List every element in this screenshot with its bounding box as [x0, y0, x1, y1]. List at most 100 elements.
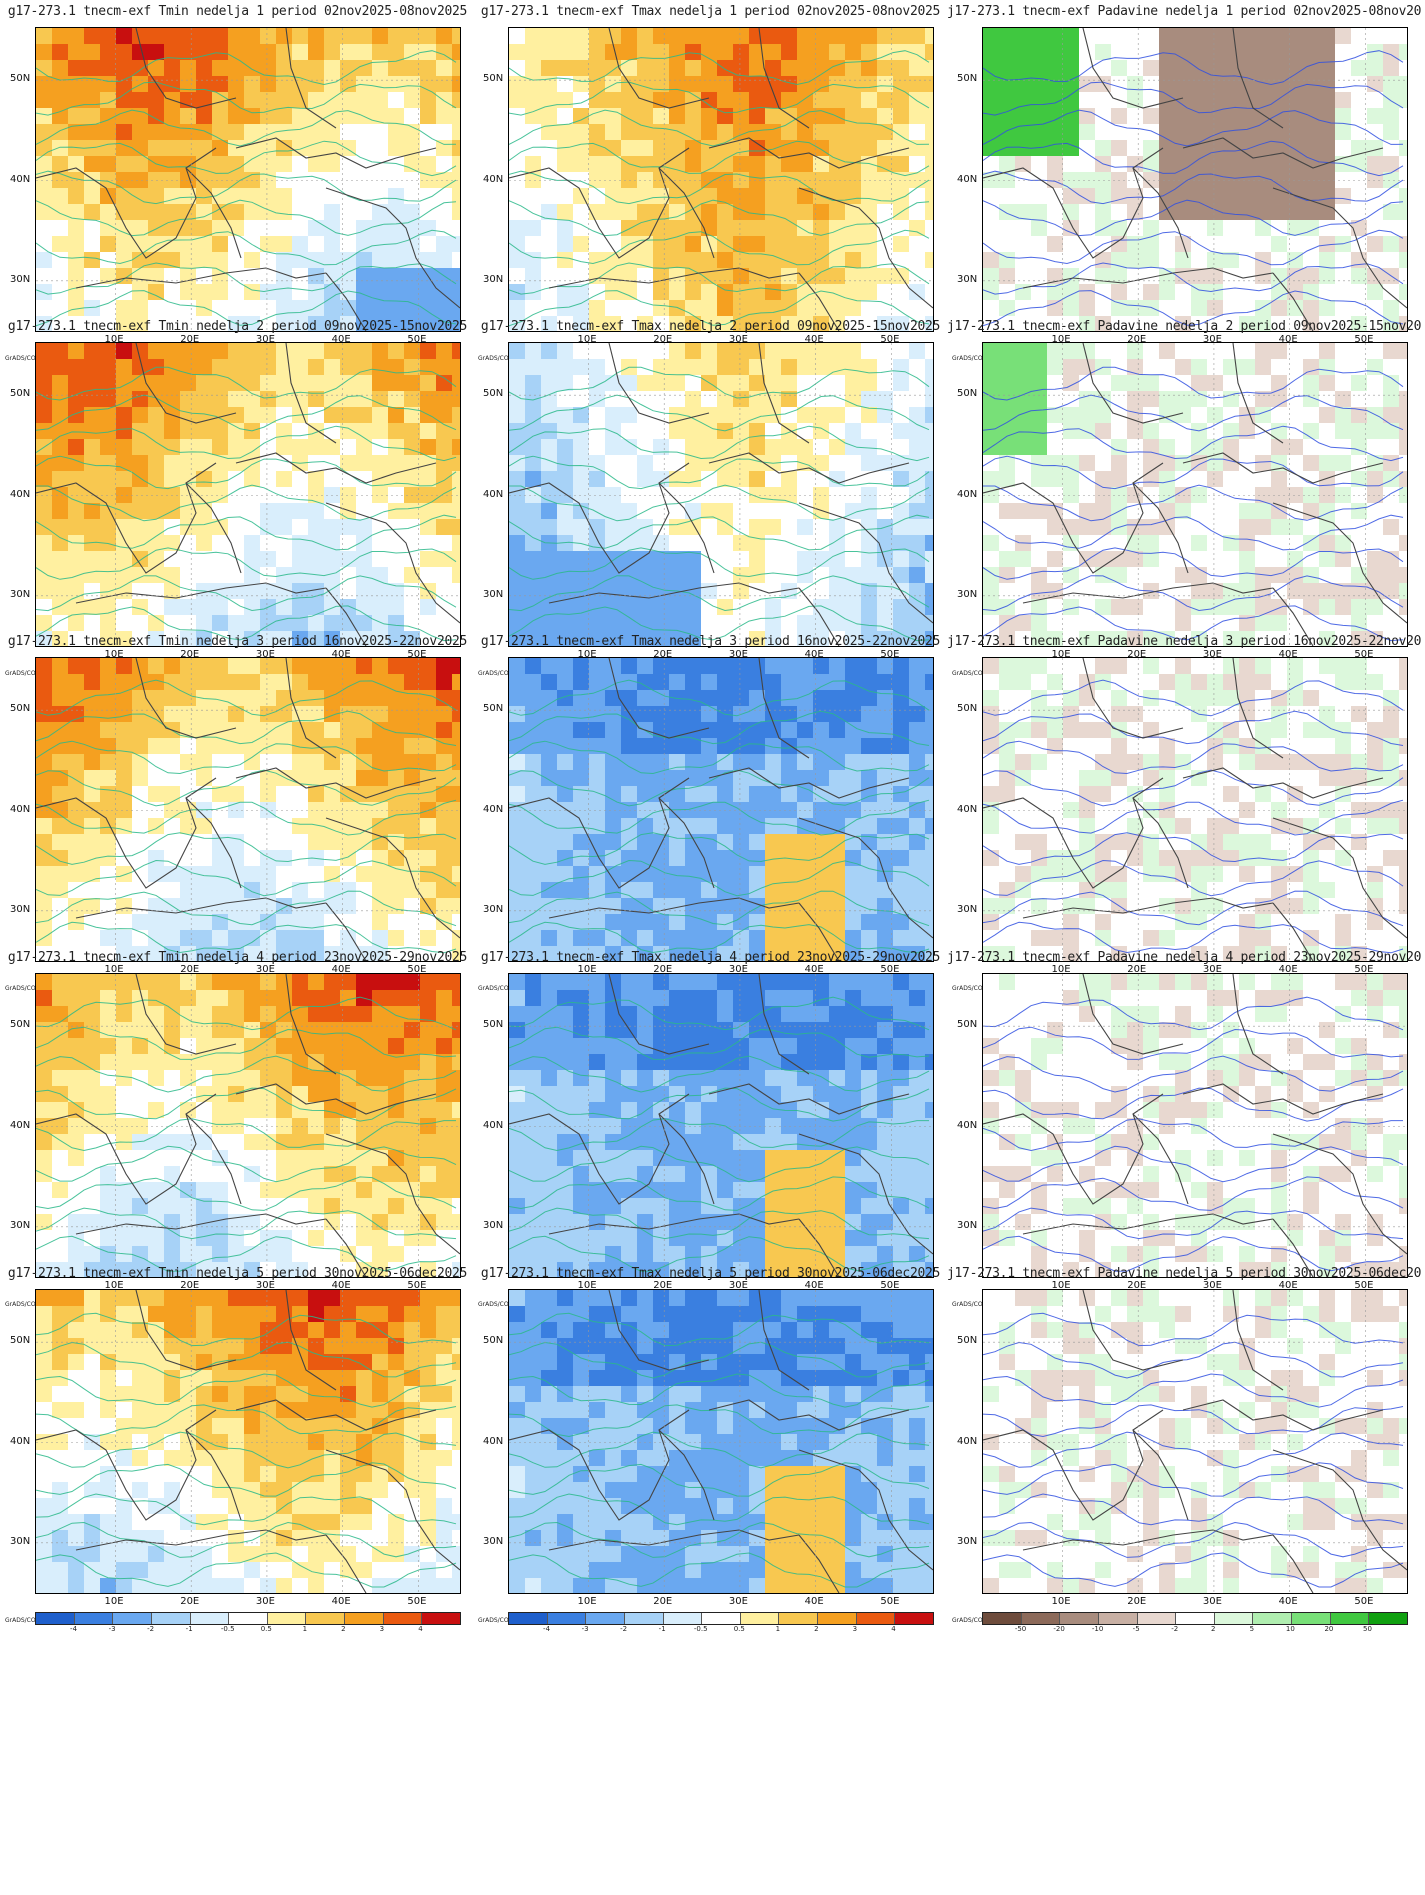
- lat-tick-label: 30N: [957, 273, 978, 285]
- colorbar-label: -0.5: [220, 1625, 235, 1633]
- lon-tick-label: 10E: [1051, 964, 1071, 975]
- colorbar-segment: [267, 1613, 307, 1624]
- colorbar-label: 2: [1211, 1625, 1216, 1633]
- map-title: g17-273.1 tnecm-exf Tmax nedelja 2 perio…: [480, 319, 941, 334]
- lon-tick-label: 10E: [1051, 649, 1071, 660]
- map-field-svg: [983, 343, 1407, 646]
- colorbar-segment: [586, 1613, 625, 1624]
- lat-tick-label: 30N: [957, 588, 978, 600]
- lon-tick-label: 50E: [880, 649, 900, 660]
- lat-tick-label: 30N: [957, 903, 978, 915]
- map-field-svg: [36, 1290, 460, 1593]
- colorbar-label: 20: [1324, 1625, 1334, 1633]
- lat-tick-label: 30N: [10, 588, 31, 600]
- lat-tick-label: 50N: [957, 1335, 978, 1347]
- colorbar-label: 2: [814, 1625, 819, 1633]
- lon-tick-label: 30E: [728, 964, 748, 975]
- lon-tick-label: 10E: [104, 1596, 124, 1607]
- lat-tick-label: 40N: [483, 173, 504, 185]
- map-plot-area: [508, 27, 934, 332]
- lat-tick-label: 50N: [957, 703, 978, 715]
- map-title: j17-273.1 tnecm-exf Padavine nedelja 2 p…: [947, 319, 1422, 334]
- lon-tick-label: 40E: [804, 1280, 824, 1291]
- map-field-svg: [509, 343, 933, 646]
- tmin-map-panel-week-3: g17-273.1 tnecm-exf Tmin nedelja 3 perio…: [0, 630, 475, 1009]
- colorbar: [982, 1612, 1408, 1625]
- colorbar-segment: [36, 1613, 75, 1624]
- map-field-svg: [36, 343, 460, 646]
- precip-map-panel-week-3: j17-273.1 tnecm-exf Padavine nedelja 3 p…: [947, 630, 1422, 1009]
- colorbar-label: -4: [543, 1625, 551, 1633]
- colorbar-segment: [1292, 1613, 1331, 1624]
- map-plot-area: [508, 342, 934, 647]
- colorbar-segment: [151, 1613, 191, 1624]
- lon-tick-label: 40E: [331, 1596, 351, 1607]
- colorbar-segment: [856, 1613, 896, 1624]
- colorbar-segment: [113, 1613, 152, 1624]
- lat-tick-label: 30N: [957, 1219, 978, 1231]
- map-field-svg: [509, 974, 933, 1277]
- lon-tick-label: 10E: [1051, 1596, 1071, 1607]
- lon-tick-label: 40E: [331, 964, 351, 975]
- lon-tick-label: 40E: [804, 1596, 824, 1607]
- colorbar: [35, 1612, 461, 1625]
- lat-tick-label: 40N: [10, 1435, 31, 1447]
- lon-tick-label: 50E: [407, 649, 427, 660]
- lon-tick-label: 10E: [1051, 334, 1071, 345]
- lon-tick-label: 50E: [1354, 1280, 1374, 1291]
- map-field-svg: [509, 1290, 933, 1593]
- lon-tick-label: 20E: [653, 1596, 673, 1607]
- lon-tick-label: 10E: [577, 334, 597, 345]
- colorbar-segment: [1137, 1613, 1177, 1624]
- precip-map-panel-week-5: j17-273.1 tnecm-exf Padavine nedelja 5 p…: [947, 1262, 1422, 1641]
- map-plot-area: [35, 973, 461, 1278]
- map-plot-area: [508, 1289, 934, 1594]
- colorbar-label: 3: [852, 1625, 858, 1633]
- grads-credit: GrADS/COLA: [5, 985, 44, 992]
- map-title: j17-273.1 tnecm-exf Padavine nedelja 3 p…: [947, 634, 1422, 649]
- lon-tick-label: 30E: [1202, 334, 1222, 345]
- colorbar-label: -4: [70, 1625, 78, 1633]
- lon-tick-label: 40E: [1278, 334, 1298, 345]
- lat-tick-label: 50N: [10, 703, 31, 715]
- colorbar-segment: [702, 1613, 741, 1624]
- lat-tick-label: 50N: [10, 388, 31, 400]
- tmax-map-panel-week-3: g17-273.1 tnecm-exf Tmax nedelja 3 perio…: [473, 630, 948, 1009]
- colorbar-segment: [1176, 1613, 1215, 1624]
- colorbar-label: -10: [1091, 1625, 1104, 1633]
- tmin-map-panel-week-5: g17-273.1 tnecm-exf Tmin nedelja 5 perio…: [0, 1262, 475, 1641]
- grads-credit: GrADS/COLA: [5, 1301, 44, 1308]
- lon-tick-label: 40E: [1278, 649, 1298, 660]
- colorbar-segment: [383, 1613, 423, 1624]
- lon-tick-label: 30E: [255, 334, 275, 345]
- colorbar-label: 3: [379, 1625, 385, 1633]
- colorbar-label: -3: [581, 1625, 589, 1633]
- lon-tick-label: 50E: [1354, 649, 1374, 660]
- lat-tick-label: 50N: [483, 388, 504, 400]
- colorbar-label: -3: [108, 1625, 116, 1633]
- lat-tick-label: 40N: [483, 488, 504, 500]
- lon-tick-label: 40E: [804, 649, 824, 660]
- colorbar-segment: [779, 1613, 819, 1624]
- map-field-svg: [36, 974, 460, 1277]
- lat-tick-label: 30N: [10, 903, 31, 915]
- colorbar-label: 1: [775, 1625, 781, 1633]
- colorbar-label: -2: [147, 1625, 155, 1633]
- lat-tick-label: 40N: [957, 1435, 978, 1447]
- map-field-svg: [983, 658, 1407, 961]
- lon-tick-label: 40E: [1278, 1280, 1298, 1291]
- lat-tick-label: 30N: [483, 588, 504, 600]
- lon-tick-label: 50E: [880, 1596, 900, 1607]
- grads-credit: GrADS/COLA: [952, 985, 991, 992]
- map-plot-area: [508, 657, 934, 962]
- tmax-map-panel-week-5: g17-273.1 tnecm-exf Tmax nedelja 5 perio…: [473, 1262, 948, 1641]
- precip-map-panel-week-2: j17-273.1 tnecm-exf Padavine nedelja 2 p…: [947, 315, 1422, 694]
- lon-tick-label: 20E: [180, 334, 200, 345]
- lon-tick-label: 50E: [1354, 334, 1374, 345]
- lon-tick-label: 10E: [577, 964, 597, 975]
- lat-tick-label: 40N: [957, 173, 978, 185]
- colorbar-label: 1: [302, 1625, 308, 1633]
- lon-tick-label: 10E: [104, 964, 124, 975]
- map-title: g17-273.1 tnecm-exf Tmin nedelja 1 perio…: [7, 4, 468, 19]
- lat-tick-label: 40N: [957, 488, 978, 500]
